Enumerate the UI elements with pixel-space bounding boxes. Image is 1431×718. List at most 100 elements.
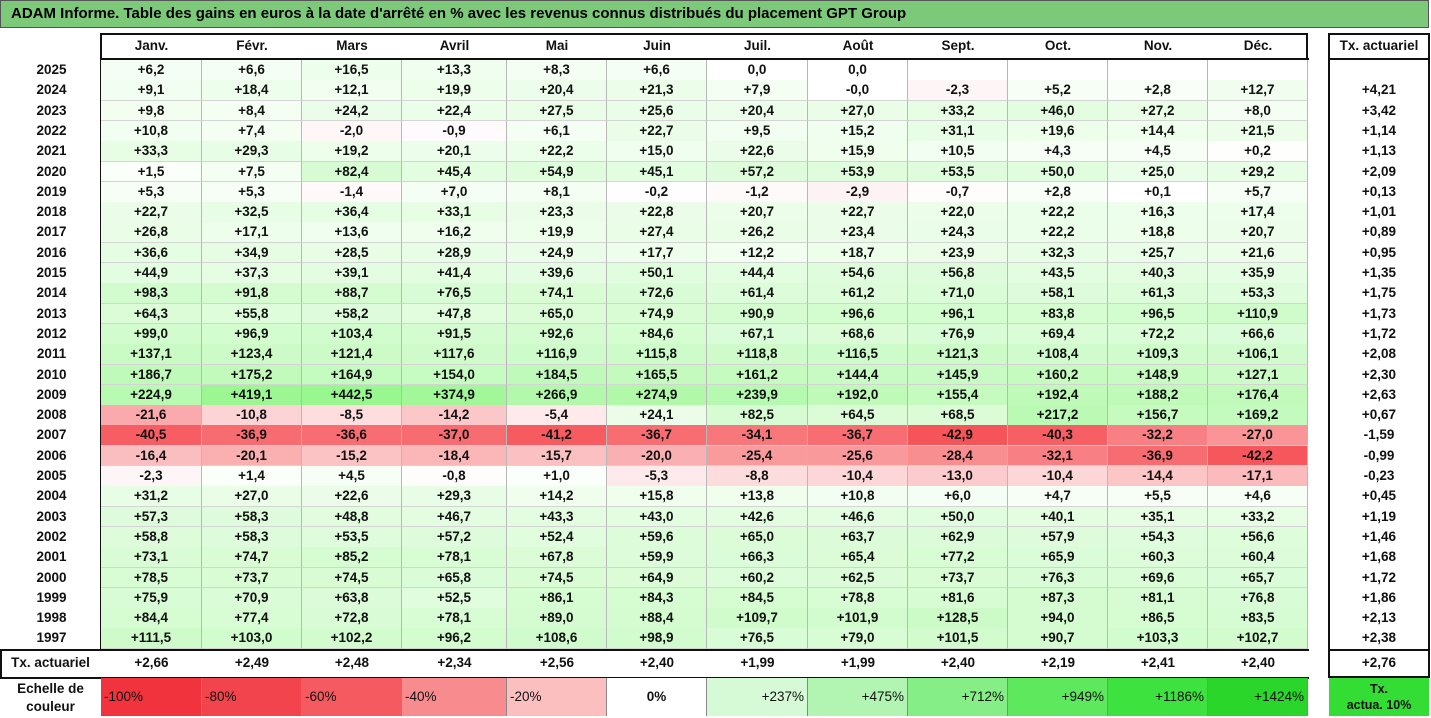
table-cell: +74,5 [302,567,402,589]
table-cell: +21,5 [1208,120,1308,142]
table-cell: +25,7 [1108,242,1208,264]
table-cell: -13,0 [908,466,1008,487]
table-cell: -42,2 [1208,445,1308,467]
table-cell: +137,1 [101,344,202,365]
table-cell: +22,7 [808,202,908,223]
ta-value: +2,08 [1361,346,1397,362]
table-cell: +54,3 [1108,526,1208,548]
table-cell: +37,3 [202,263,302,284]
table-cell: +19,9 [402,80,507,102]
table-cell: +86,5 [1108,608,1208,629]
table-cell: +109,3 [1108,344,1208,365]
ta-value: +1,13 [1361,143,1397,159]
table-cell: +43,5 [1008,263,1108,284]
table-cell: +16,5 [302,60,402,81]
scale-ta-swatch: Tx. actua. 10% [1329,678,1429,716]
table-cell: +24,9 [507,242,607,264]
table-cell: +61,4 [707,283,808,305]
month-header: Nov. [1143,38,1173,53]
color-scale-swatch: +237% [707,678,808,716]
ta-value: +0,95 [1361,244,1397,260]
year-label: 2004 [36,488,67,504]
table-cell: +121,4 [302,344,402,365]
scale-ta-line2: actua. 10% [1346,698,1412,712]
table-cell: +20,7 [707,202,808,223]
table-cell: +20,1 [402,141,507,162]
table-cell: +20,4 [507,80,607,102]
table-cell: -20,1 [202,445,302,467]
table-cell: +31,2 [101,486,202,508]
table-cell: +24,2 [302,100,402,122]
year-label: 2014 [36,285,67,301]
table-cell: +43,0 [607,506,707,528]
table-cell: +60,2 [707,567,808,589]
table-cell: +217,2 [1008,405,1108,426]
table-cell: +20,7 [1208,222,1308,244]
table-cell: +4,6 [1208,486,1308,508]
year-label: 2003 [36,508,67,524]
table-cell: +115,8 [607,344,707,365]
year-label: 2023 [36,102,67,118]
table-cell: +1,5 [101,161,202,183]
table-cell: -42,9 [908,425,1008,447]
table-cell: +15,2 [808,120,908,142]
table-cell: +73,7 [908,567,1008,589]
table-cell: +46,7 [402,506,507,528]
table-cell: +52,4 [507,526,607,548]
table-cell: -0,0 [808,80,908,102]
table-cell: +41,4 [402,263,507,284]
table-cell: +111,5 [101,628,202,650]
table-cell: +103,3 [1108,628,1208,650]
table-cell: +60,4 [1208,547,1308,568]
year-label: 2005 [36,468,67,483]
table-cell: +13,3 [402,60,507,81]
table-cell: -32,1 [1008,445,1108,467]
table-cell: -2,3 [908,80,1008,102]
table-cell: +65,0 [507,303,607,325]
ta-row-value: +2,41 [1140,654,1176,670]
table-cell: +23,9 [908,242,1008,264]
ta-value: +1,72 [1361,569,1397,585]
table-cell [908,60,1008,81]
table-cell: +23,3 [507,202,607,223]
month-header: Juil. [743,38,771,53]
table-cell: +266,9 [507,384,607,406]
table-cell: +10,8 [101,120,202,142]
ta-value: +1,72 [1361,325,1397,341]
table-cell: -5,3 [607,466,707,487]
table-cell: +101,9 [808,608,908,629]
table-cell: +103,0 [202,628,302,650]
table-cell: +5,2 [1008,80,1108,102]
table-cell: +10,5 [908,141,1008,162]
ta-value: -0,99 [1363,447,1395,463]
table-cell: +33,1 [402,202,507,223]
table-cell: -14,4 [1108,466,1208,487]
table-cell: +72,2 [1108,323,1208,345]
table-cell: +90,9 [707,303,808,325]
table-cell: +116,9 [507,344,607,365]
table-cell: +154,0 [402,364,507,386]
table-cell: +25,6 [607,100,707,122]
ta-row-value: +1,99 [840,654,876,670]
year-label: 2013 [36,305,67,321]
table-cell: +117,6 [402,344,507,365]
table-cell: +128,5 [908,608,1008,629]
table-cell: +164,9 [302,364,402,386]
table-cell: +67,1 [707,323,808,345]
table-cell: +36,6 [101,242,202,264]
table-cell: +9,1 [101,80,202,102]
table-cell: -25,4 [707,445,808,467]
table-cell: +21,6 [1208,242,1308,264]
table-cell: +78,1 [402,608,507,629]
table-cell: +84,3 [607,587,707,609]
color-scale-swatch: +712% [908,678,1008,716]
table-cell: +46,0 [1008,100,1108,122]
table-cell: +8,1 [507,181,607,203]
table-cell: +77,2 [908,547,1008,568]
ta-value: +1,35 [1361,265,1397,280]
table-cell: +59,9 [607,547,707,568]
table-cell: +6,2 [101,60,202,81]
table-cell: +144,4 [808,364,908,386]
table-cell: -8,5 [302,405,402,426]
table-cell: +7,9 [707,80,808,102]
